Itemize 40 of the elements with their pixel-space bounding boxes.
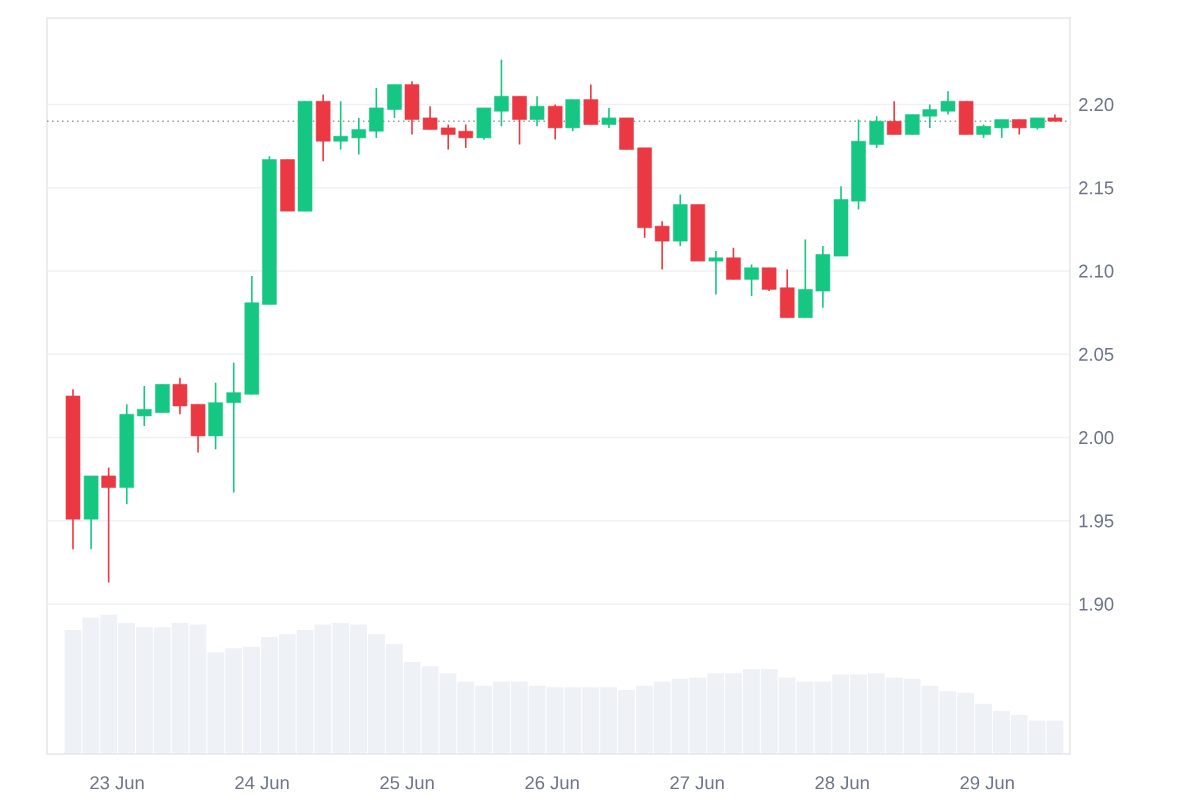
- candlestick: [922, 103, 938, 129]
- candlestick: [886, 100, 902, 136]
- candlestick: [101, 466, 116, 584]
- candlestick: [440, 123, 456, 151]
- y-tick-label: 2.10: [1079, 264, 1114, 278]
- candlestick: [761, 266, 777, 292]
- candlestick: [512, 95, 527, 146]
- candlestick: [458, 123, 474, 149]
- candlestick: [351, 117, 367, 156]
- candlestick: [726, 246, 741, 281]
- y-tick-label: 1.90: [1079, 597, 1114, 611]
- candlestick: [994, 118, 1010, 139]
- y-tick-label: 2.20: [1079, 98, 1114, 112]
- x-tick-label: 28 Jun: [815, 776, 869, 790]
- candlestick: [137, 385, 152, 427]
- candlestick: [708, 250, 724, 296]
- x-tick-label: 29 Jun: [960, 776, 1014, 790]
- candlestick: [226, 361, 241, 494]
- y-tick-label: 2.00: [1079, 431, 1114, 445]
- candlestick: [601, 107, 617, 129]
- y-tick-label: 2.05: [1079, 347, 1114, 361]
- candlestick: [744, 263, 759, 297]
- candlestick: [905, 113, 920, 136]
- candlestick: [529, 95, 545, 128]
- candlestick: [333, 100, 348, 151]
- y-tick-label: 1.95: [1079, 514, 1114, 528]
- x-tick-label: 26 Jun: [525, 776, 579, 790]
- candlestick: [172, 376, 188, 416]
- x-tick-label: 25 Jun: [380, 776, 434, 790]
- x-tick-label: 23 Jun: [90, 776, 144, 790]
- candlestick: [654, 220, 670, 271]
- x-tick-label: 24 Jun: [235, 776, 289, 790]
- candlestick: [369, 87, 384, 139]
- candlestick: [547, 103, 563, 141]
- x-tick-label: 27 Jun: [670, 776, 724, 790]
- candlestick: [940, 90, 956, 116]
- y-tick-label: 2.15: [1079, 181, 1114, 195]
- candlestick: [422, 105, 438, 131]
- candlestick: [869, 115, 884, 149]
- candlestick: [494, 58, 509, 128]
